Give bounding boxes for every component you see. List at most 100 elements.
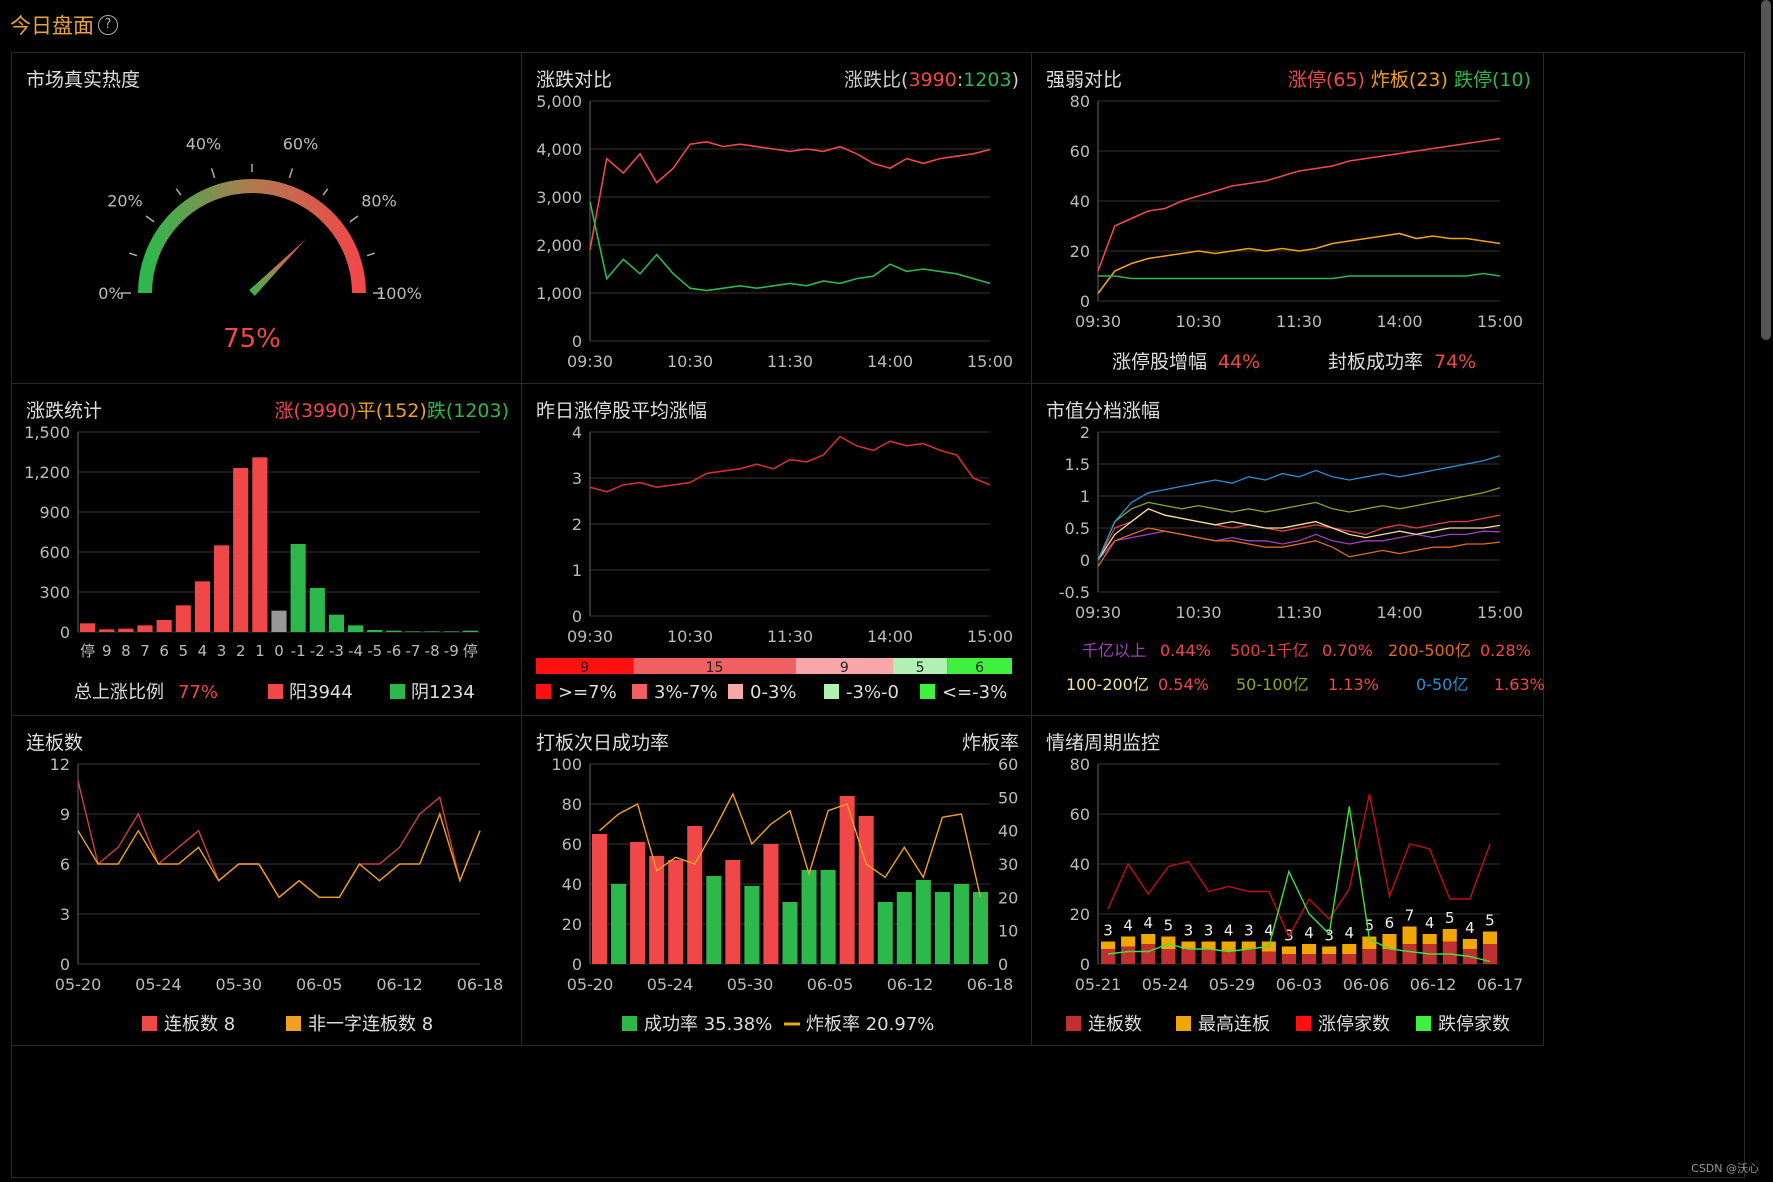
updown-ytick: 3,000 xyxy=(536,188,582,207)
page-title: 今日盘面 xyxy=(10,14,94,38)
consec-line-1 xyxy=(77,780,481,899)
panel-nextday: 打板次日成功率 炸板率 0 20 40 60 80 100 05-20 05-24 05-30 0… xyxy=(522,716,1032,1046)
stats-ratio-label: 总上涨比例 xyxy=(74,682,164,703)
emotion-bar-highest xyxy=(1141,934,1156,944)
strength-ytick: 20 xyxy=(1070,242,1090,261)
updown-xtick: 11:30 xyxy=(767,352,813,371)
yesterday-ytick: 2 xyxy=(572,515,582,534)
emotion-bar-consec xyxy=(1362,949,1377,964)
strength-ytick: 60 xyxy=(1070,142,1090,161)
mcap-series-line xyxy=(1097,508,1501,561)
nextday-bar xyxy=(801,870,817,964)
nextday-xtick: 05-30 xyxy=(727,975,774,994)
updown-ytick: 0 xyxy=(572,332,582,351)
yesterday-legend-label: >=7% xyxy=(558,682,617,703)
nextday-bar xyxy=(782,902,798,964)
emotion-bar-consec xyxy=(1442,941,1457,964)
consec-xtick: 05-24 xyxy=(135,975,182,994)
nextday-bar xyxy=(896,892,912,964)
strength-footer-right-label: 封板成功率 xyxy=(1328,351,1423,373)
emotion-xtick: 05-29 xyxy=(1209,975,1256,994)
mcap-legend-name: 500-1千亿 xyxy=(1230,641,1309,660)
emotion-legend-swatch xyxy=(1066,1016,1081,1031)
emotion-legend-swatch xyxy=(1296,1016,1311,1031)
mcap-ytick: 0.5 xyxy=(1065,519,1090,538)
mcap-ytick: 1 xyxy=(1080,487,1090,506)
emotion-bar-label: 4 xyxy=(1425,914,1435,932)
yesterday-line xyxy=(589,435,991,493)
stats-down: 跌(1203) xyxy=(426,400,509,422)
emotion-bar-label: 5 xyxy=(1164,917,1174,935)
emotion-bar-consec xyxy=(1161,949,1176,964)
stats-xtick: -2 xyxy=(310,642,325,660)
consec-legend-1-swatch xyxy=(142,1016,157,1031)
stats-up: 涨(3990) xyxy=(274,400,357,422)
consec-xtick: 06-12 xyxy=(376,975,423,994)
gauge-tick xyxy=(349,215,359,223)
nextday-y2tick: 20 xyxy=(998,888,1018,907)
emotion-xtick: 05-21 xyxy=(1075,975,1122,994)
mcap-legend-name: 200-500亿 xyxy=(1388,641,1471,660)
emotion-legend-label: 跌停家数 xyxy=(1438,1014,1510,1035)
emotion-ytick: 60 xyxy=(1070,805,1090,824)
gauge-title: 市场真实热度 xyxy=(26,69,141,91)
emotion-bar-label: 6 xyxy=(1385,914,1395,932)
nextday-legend-1: 成功率 35.38% xyxy=(644,1014,772,1035)
gauge-tick-label: 20% xyxy=(107,192,143,211)
stats-bar xyxy=(194,581,210,632)
emotion-bar-highest xyxy=(1362,936,1377,949)
emotion-ytick: 20 xyxy=(1070,905,1090,924)
nextday-bar xyxy=(706,876,722,964)
stats-xtick: 9 xyxy=(102,642,112,660)
nextday-xtick: 05-24 xyxy=(647,975,694,994)
stats-bar xyxy=(348,625,364,632)
updown-ratio: 涨跌比(3990:1203) xyxy=(844,65,1019,92)
nextday-xtick: 06-05 xyxy=(807,975,854,994)
consec-ytick: 12 xyxy=(50,755,70,774)
yesterday-xtick: 15:00 xyxy=(967,627,1013,646)
stats-legend-yin-swatch xyxy=(390,684,405,699)
yesterday-chart: 0 1 2 3 4 09:30 10:30 11:30 14:00 15:00 9 15 9 5 6 >=7%… xyxy=(536,423,1013,703)
mcap-series-line xyxy=(1097,527,1501,567)
emotion-bar-label: 4 xyxy=(1143,914,1153,932)
vertical-scrollbar[interactable] xyxy=(1761,0,1771,340)
stats-xtick: -5 xyxy=(367,642,382,660)
mcap-legend-name: 千亿以上 xyxy=(1082,641,1146,660)
strength-xtick: 10:30 xyxy=(1175,312,1221,331)
consec-ytick: 0 xyxy=(60,955,70,974)
updown-xtick: 10:30 xyxy=(667,352,713,371)
mcap-legend-name: 50-100亿 xyxy=(1236,675,1309,694)
strength-chart: 0 20 40 60 80 09:30 10:30 11:30 14:00 15:00 涨停股增幅 4… xyxy=(1070,92,1523,373)
mcap-series-line xyxy=(1097,487,1501,561)
emotion-legend-swatch xyxy=(1176,1016,1191,1031)
nextday-ytick: 80 xyxy=(562,795,582,814)
panel-emotion: 情绪周期监控 0 20 40 60 80 05-21 05-24 05-29 06-03 06-0… xyxy=(1032,716,1544,1046)
yesterday-ytick: 4 xyxy=(572,423,582,442)
gauge-needle xyxy=(249,238,307,296)
emotion-bar-consec xyxy=(1101,949,1116,964)
nextday-y2tick: 50 xyxy=(998,788,1018,807)
strength-counts: 涨停(65) 炸板(23) 跌停(10) xyxy=(1288,65,1531,92)
nextday-bar xyxy=(763,844,779,964)
updown-xtick: 09:30 xyxy=(567,352,613,371)
yesterday-dist-value: 5 xyxy=(916,660,925,676)
nextday-bar xyxy=(649,856,665,964)
strength-ytick: 40 xyxy=(1070,192,1090,211)
yesterday-dist-value: 9 xyxy=(840,660,849,676)
gauge-tick-label: 80% xyxy=(361,192,397,211)
gauge-chart: 0% 20% 40% 60% 80% 100% 75% xyxy=(98,135,422,354)
panel-stats: 涨跌统计 涨(3990)平(152)跌(1203) 0 300 600 900 1,20… xyxy=(12,384,522,716)
nextday-bar xyxy=(668,860,684,964)
strength-title: 强弱对比 xyxy=(1046,69,1123,91)
nextday-ytick: 0 xyxy=(572,955,582,974)
consec-line-2 xyxy=(77,811,481,899)
mcap-series-line xyxy=(1097,455,1501,561)
help-icon[interactable]: ? xyxy=(98,15,118,35)
nextday-bar xyxy=(592,834,608,964)
stats-xtick: -7 xyxy=(406,642,421,660)
stats-bar xyxy=(328,614,344,632)
nextday-bar xyxy=(839,796,855,964)
emotion-limitdown-line xyxy=(1107,806,1491,963)
stats-xtick: 停 xyxy=(80,642,95,660)
